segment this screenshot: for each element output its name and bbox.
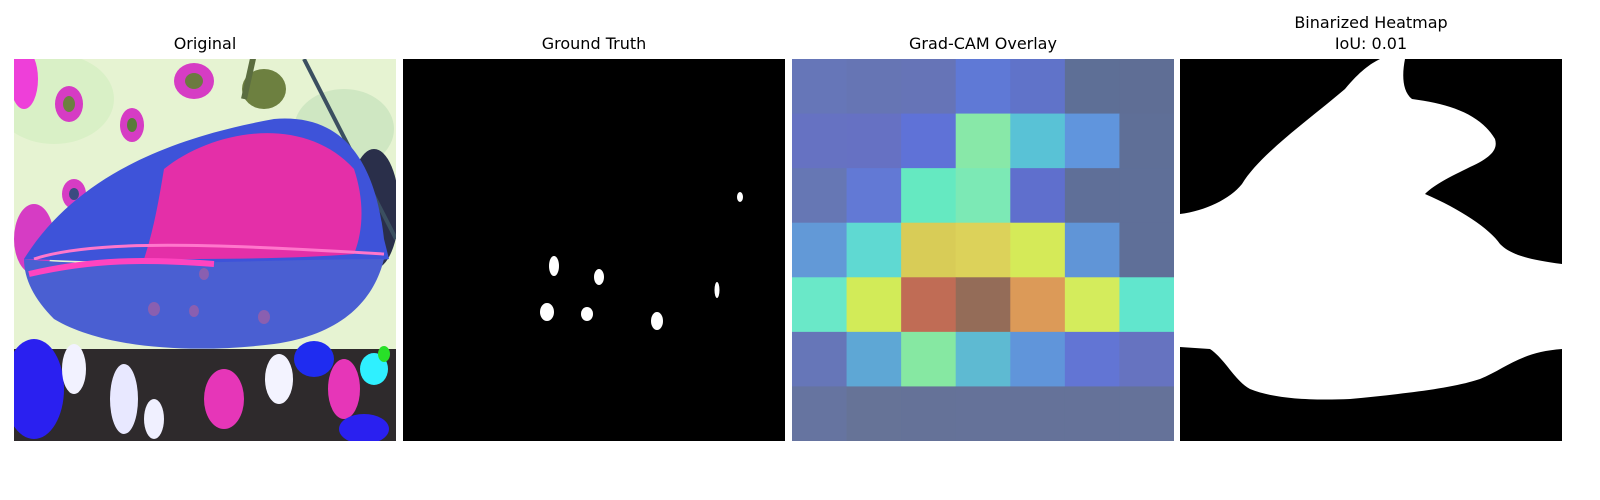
heatmap-cell: [846, 277, 902, 333]
heatmap-cell: [1010, 386, 1066, 441]
heatmap-cell: [955, 277, 1011, 333]
heatmap-cell: [846, 168, 902, 224]
gradcam-overlay: [792, 59, 1174, 441]
heatmap-cell: [1064, 331, 1120, 387]
heatmap-cell: [1010, 331, 1066, 387]
panel-title-ground-truth: Ground Truth: [541, 34, 647, 53]
heatmap-cell: [1010, 113, 1066, 169]
heatmap-cell: [1119, 222, 1174, 278]
iou-score-label: IoU: 0.01: [1334, 34, 1408, 53]
ground-truth-mask-svg: [403, 59, 785, 441]
original-leaf-photo: [14, 59, 396, 441]
heatmap-cell: [955, 59, 1011, 115]
panel-binarized-heatmap: Binarized Heatmap IoU: 0.01: [1180, 0, 1562, 500]
heatmap-cell: [1010, 168, 1066, 224]
gradcam-heatmap-grid: [792, 59, 1174, 441]
heatmap-cell: [901, 113, 957, 169]
heatmap-cell: [901, 168, 957, 224]
heatmap-cell: [1064, 222, 1120, 278]
heatmap-cell: [955, 113, 1011, 169]
binarized-heatmap-mask: [1180, 59, 1562, 441]
heatmap-cell: [1119, 59, 1174, 115]
heatmap-cell: [1010, 277, 1066, 333]
ground-truth-mask: [403, 59, 785, 441]
panel-gradcam-overlay: Grad-CAM Overlay: [792, 0, 1174, 500]
heatmap-cell: [1119, 386, 1174, 441]
heatmap-cell: [901, 277, 957, 333]
heatmap-cell: [792, 113, 848, 169]
heatmap-cell: [1010, 222, 1066, 278]
heatmap-cell: [792, 386, 848, 441]
heatmap-cell: [1119, 331, 1174, 387]
heatmap-cell: [846, 59, 902, 115]
binarized-heatmap: [1180, 59, 1562, 441]
heatmap-cell: [1064, 59, 1120, 115]
heatmap-cell: [792, 168, 848, 224]
heatmap-cell: [901, 331, 957, 387]
heatmap-cell: [955, 168, 1011, 224]
heatmap-cell: [1064, 277, 1120, 333]
heatmap-cell: [792, 277, 848, 333]
heatmap-cell: [1064, 168, 1120, 224]
original-image: [14, 59, 396, 441]
heatmap-cell: [792, 222, 848, 278]
heatmap-cell: [846, 386, 902, 441]
heatmap-cell: [901, 386, 957, 441]
heatmap-cell: [901, 222, 957, 278]
panel-title-gradcam-overlay: Grad-CAM Overlay: [909, 34, 1057, 53]
heatmap-cell: [955, 222, 1011, 278]
heatmap-cell: [1119, 168, 1174, 224]
heatmap-cell: [1010, 59, 1066, 115]
panel-ground-truth: Ground Truth: [403, 0, 785, 500]
panel-original: Original: [14, 0, 396, 500]
panel-title-binarized-heatmap: Binarized Heatmap: [1294, 13, 1448, 32]
heatmap-cell: [1119, 277, 1174, 333]
heatmap-cell: [1064, 113, 1120, 169]
heatmap-cell: [1119, 113, 1174, 169]
heatmap-cell: [1064, 386, 1120, 441]
heatmap-cell: [792, 331, 848, 387]
heatmap-cell: [846, 113, 902, 169]
heatmap-cell: [846, 222, 902, 278]
heatmap-cell: [901, 59, 957, 115]
heatmap-cell: [955, 386, 1011, 441]
heatmap-cell: [792, 59, 848, 115]
panel-title-original: Original: [173, 34, 237, 53]
heatmap-cell: [846, 331, 902, 387]
heatmap-cell: [955, 331, 1011, 387]
